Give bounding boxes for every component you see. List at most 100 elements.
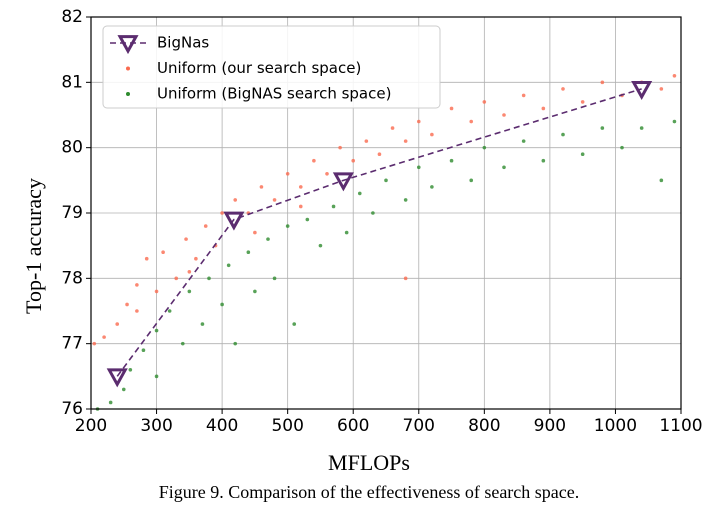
legend-marker <box>117 35 139 55</box>
legend-box <box>102 25 441 109</box>
point <box>233 198 238 202</box>
caption: Figure 9. Comparison of the effectivenes… <box>159 482 580 502</box>
point <box>285 172 290 176</box>
point <box>207 276 211 281</box>
legend-label: Uniform (BigNAS search space) <box>157 85 391 103</box>
y-axis-label: Top-1 accuracy <box>21 178 46 314</box>
point <box>92 341 97 346</box>
legend-label: BigNas <box>157 34 209 52</box>
y-tick-label: 79 <box>61 203 83 223</box>
point <box>600 126 605 130</box>
point <box>403 139 408 143</box>
point <box>580 152 585 156</box>
point <box>154 374 159 379</box>
legend-marker <box>126 66 130 71</box>
point <box>298 185 303 189</box>
point <box>502 113 506 117</box>
point <box>580 100 585 104</box>
point <box>184 237 188 241</box>
point <box>561 132 565 137</box>
point <box>502 165 506 170</box>
point <box>174 276 179 281</box>
marker <box>223 211 245 231</box>
marker <box>631 80 653 100</box>
marker <box>106 368 128 388</box>
point <box>259 185 264 189</box>
point <box>154 328 159 333</box>
point <box>672 74 677 78</box>
point <box>403 276 408 281</box>
line <box>116 88 642 377</box>
y-tick-label: 80 <box>61 138 83 158</box>
point <box>220 211 224 215</box>
point <box>338 145 342 150</box>
point <box>266 237 270 241</box>
x-tick-label: 200 <box>75 416 107 436</box>
point <box>135 309 139 313</box>
point <box>469 178 474 183</box>
x-tick-label: 800 <box>468 416 500 436</box>
point <box>482 100 487 104</box>
point <box>600 80 605 85</box>
x-tick-label: 300 <box>140 416 172 436</box>
x-axis-label: MFLOPs <box>328 450 410 475</box>
point <box>305 217 310 222</box>
point <box>203 224 208 228</box>
point <box>115 322 120 326</box>
point <box>246 250 251 254</box>
x-tick-label: 500 <box>271 416 303 436</box>
point <box>135 283 139 287</box>
legend-label: Uniform (our search space) <box>157 59 361 77</box>
point <box>659 87 664 91</box>
point <box>220 302 224 307</box>
point <box>541 158 546 163</box>
point <box>541 106 546 111</box>
point <box>377 152 382 156</box>
point <box>620 145 624 150</box>
point <box>180 341 185 346</box>
point <box>272 198 277 202</box>
point <box>167 309 172 313</box>
x-tick-label: 900 <box>534 416 566 436</box>
point <box>233 341 238 346</box>
point <box>312 158 316 163</box>
y-tick-label: 82 <box>61 7 83 27</box>
marker <box>332 172 354 192</box>
point <box>161 250 165 254</box>
x-tick-label: 600 <box>337 416 369 436</box>
point <box>154 289 159 294</box>
x-tick-label: 700 <box>403 416 435 436</box>
point <box>253 230 257 235</box>
point <box>371 211 375 215</box>
point <box>128 368 133 372</box>
point <box>449 158 454 163</box>
point <box>125 302 129 307</box>
point <box>639 126 644 130</box>
point <box>331 204 336 209</box>
point <box>561 87 565 91</box>
point <box>272 276 277 281</box>
point <box>187 289 192 294</box>
point <box>364 139 369 143</box>
point <box>292 322 297 326</box>
point <box>144 256 149 261</box>
point <box>102 335 106 339</box>
point <box>298 204 303 209</box>
point <box>344 230 349 235</box>
point <box>226 263 231 268</box>
x-tick-label: 1100 <box>659 416 702 436</box>
point <box>469 119 474 124</box>
point <box>351 158 356 163</box>
point <box>357 191 362 196</box>
point <box>253 289 257 294</box>
point <box>416 165 421 170</box>
point <box>318 243 323 248</box>
x-tick-label: 400 <box>206 416 238 436</box>
y-tick-label: 76 <box>61 399 83 419</box>
y-tick-label: 78 <box>61 268 83 288</box>
y-tick-label: 81 <box>61 72 83 92</box>
point <box>403 198 408 202</box>
point <box>108 400 113 405</box>
point <box>390 126 395 130</box>
